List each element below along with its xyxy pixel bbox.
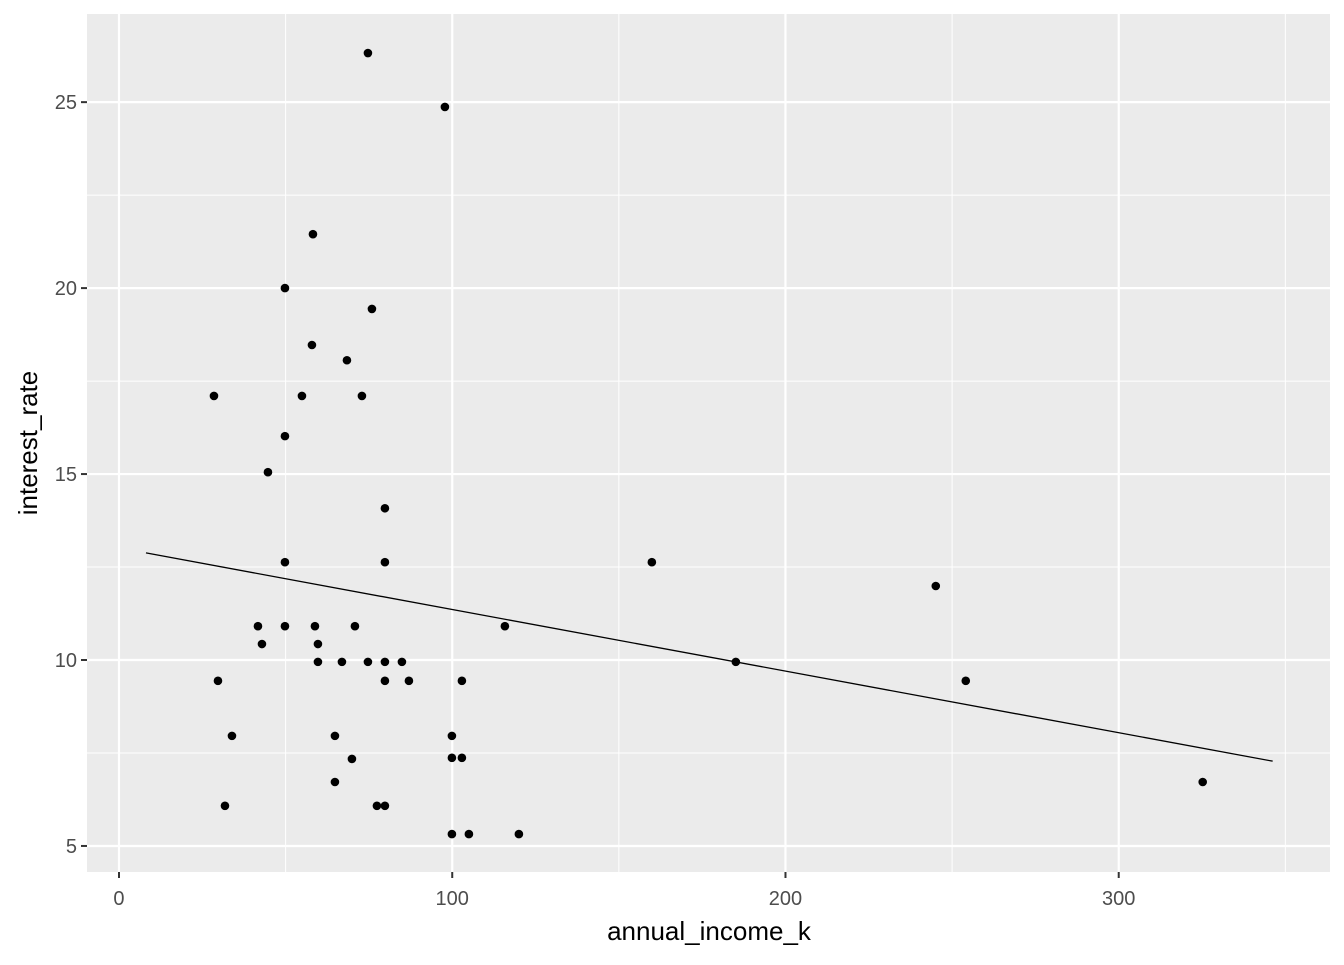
data-point xyxy=(280,283,290,293)
data-point xyxy=(330,777,340,787)
y-tick-label: 5 xyxy=(66,836,77,858)
y-axis-label: interest_rate xyxy=(13,371,43,516)
data-point xyxy=(380,657,390,667)
data-point xyxy=(357,391,367,401)
data-point xyxy=(731,657,741,667)
data-point xyxy=(213,676,223,686)
data-point xyxy=(380,676,390,686)
data-point xyxy=(263,467,273,477)
data-point xyxy=(342,355,352,365)
data-point xyxy=(308,229,318,239)
data-point xyxy=(500,621,510,631)
data-point xyxy=(253,621,263,631)
data-point xyxy=(404,676,414,686)
data-point xyxy=(514,829,524,839)
x-tick-label: 300 xyxy=(1102,888,1135,910)
data-point xyxy=(350,621,360,631)
data-point xyxy=(337,657,347,667)
data-point xyxy=(447,829,457,839)
y-tick-label: 10 xyxy=(55,650,77,672)
data-point xyxy=(367,304,377,314)
y-tick-label: 20 xyxy=(55,278,77,300)
data-point xyxy=(330,731,340,741)
x-axis-label: annual_income_k xyxy=(607,916,812,946)
data-point xyxy=(313,639,323,649)
data-point xyxy=(363,48,373,58)
data-point xyxy=(457,753,467,763)
data-point xyxy=(209,391,219,401)
data-point xyxy=(280,431,290,441)
data-point xyxy=(464,829,474,839)
data-point xyxy=(380,557,390,567)
data-point xyxy=(380,503,390,513)
plot-panel xyxy=(87,14,1330,872)
data-point xyxy=(363,657,373,667)
axis-ticks: 0 100 200 300 5 10 15 20 25 xyxy=(55,92,1136,910)
data-point xyxy=(647,557,657,567)
data-point xyxy=(961,676,971,686)
data-point xyxy=(447,753,457,763)
data-point xyxy=(297,391,307,401)
data-points xyxy=(209,48,1208,839)
data-point xyxy=(310,621,320,631)
data-point xyxy=(280,557,290,567)
data-point xyxy=(447,731,457,741)
x-tick-label: 200 xyxy=(769,888,802,910)
data-point xyxy=(257,639,267,649)
data-point xyxy=(380,801,390,811)
data-point xyxy=(307,340,317,350)
x-tick-label: 100 xyxy=(436,888,469,910)
data-point xyxy=(347,754,357,764)
data-point xyxy=(220,801,230,811)
data-point xyxy=(397,657,407,667)
data-point xyxy=(280,621,290,631)
trend-line xyxy=(145,552,1273,762)
data-point xyxy=(440,102,450,112)
data-point xyxy=(313,657,323,667)
data-point xyxy=(372,801,382,811)
x-tick-label: 0 xyxy=(113,888,124,910)
data-point xyxy=(1198,777,1208,787)
y-tick-label: 25 xyxy=(55,92,77,114)
data-point xyxy=(227,731,237,741)
data-point xyxy=(931,581,941,591)
y-tick-label: 15 xyxy=(55,464,77,486)
data-point xyxy=(457,676,467,686)
gridlines xyxy=(87,14,1330,872)
